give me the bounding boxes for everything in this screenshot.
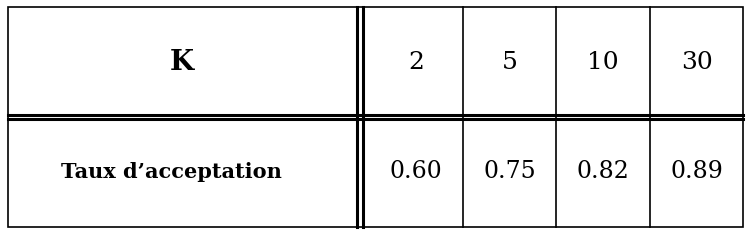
- Text: 0.89: 0.89: [670, 161, 723, 183]
- Text: 5: 5: [502, 51, 517, 73]
- Text: K: K: [170, 48, 195, 76]
- Text: 0.82: 0.82: [577, 161, 629, 183]
- Text: Taux d’acceptation: Taux d’acceptation: [61, 162, 282, 182]
- Text: 0.75: 0.75: [483, 161, 535, 183]
- Text: 30: 30: [681, 51, 713, 73]
- Text: 10: 10: [587, 51, 619, 73]
- Text: 0.60: 0.60: [390, 161, 442, 183]
- Text: 2: 2: [408, 51, 424, 73]
